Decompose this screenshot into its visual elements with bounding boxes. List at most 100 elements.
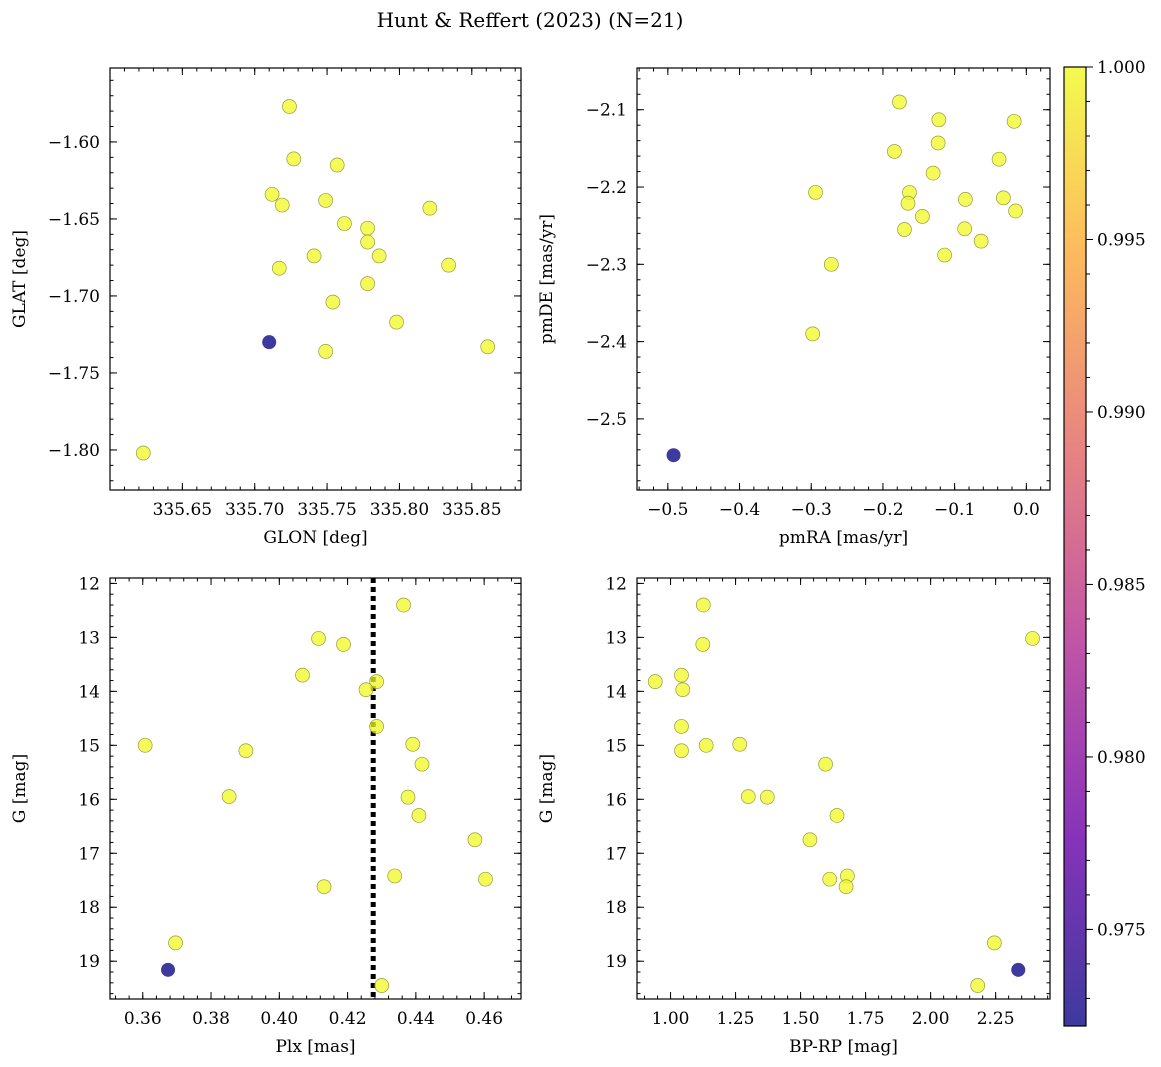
scatter-point [329,157,345,173]
x-tick-label: 1.25 [717,1009,755,1029]
scatter-point [422,200,438,216]
x-axis-label: BP-RP [mag] [789,1037,898,1057]
ticks [637,68,1050,490]
y-tick-label: 19 [605,952,627,972]
scatter-point [892,94,907,110]
y-axis-label: G [mag] [10,754,30,823]
colorbar-tick-label: 0.975 [1097,920,1146,940]
scatter-point [925,165,941,181]
scatter-point [137,737,153,753]
scatter-point [759,789,775,805]
scatter-point [389,314,404,330]
scatter-point [358,682,374,698]
x-tick-label: 1.50 [782,1009,820,1029]
y-tick-label: −1.65 [48,210,100,230]
y-tick-label: 16 [78,790,100,810]
colorbar-tick-label: 1.000 [1097,58,1146,78]
scatter-point [306,248,322,264]
scatter-point [295,667,310,683]
y-tick-label: −2.5 [586,410,627,430]
x-tick-label: 0.42 [329,1009,367,1029]
scatter-point [238,743,254,759]
scatter-point [931,112,947,128]
ticks [637,578,1050,999]
scatter-point [647,674,663,689]
scatter-point [318,344,333,359]
scatter-point [937,247,952,263]
scatter-points [647,597,1040,993]
scatter-point [973,233,989,249]
scatter-point [336,637,351,652]
scatter-point [1025,631,1040,646]
y-tick-label: 14 [605,682,627,702]
panel-bprp-g: 1.00 1.25 1.50 1.75 2.00 2.25 12 13 14 15 16 17 18 19… [537,574,1051,1057]
scatter-point [360,276,375,291]
scatter-point [311,631,326,646]
scatter-point [282,99,297,114]
scatter-point [996,190,1011,206]
scatter-point [369,719,384,734]
scatter-point [414,756,430,772]
y-tick-label: 13 [605,628,627,648]
x-tick-label: 335.70 [225,500,284,520]
y-tick-label: 13 [78,628,100,648]
scatter-point [371,248,387,264]
x-tick-label: 335.85 [442,500,501,520]
scatter-point [374,978,390,993]
scatter-point [337,216,352,231]
y-tick-label: 18 [78,898,100,918]
x-tick-label: −0.3 [791,500,832,520]
y-axis-label: pmDE [mas/yr] [537,214,557,344]
scatter-point [674,667,689,683]
scatter-point [467,832,483,848]
scatter-point [274,197,290,213]
ticks [110,578,521,999]
scatter-point [360,234,375,250]
y-tick-label: −2.2 [586,178,627,198]
y-axis-label: G [mag] [537,754,557,823]
scatter-point [698,737,714,753]
scatter-point [318,193,333,208]
x-tick-label: 0.38 [192,1009,230,1029]
scatter-point [958,192,973,207]
y-tick-label: 17 [605,844,627,864]
scatter-point [915,209,930,224]
panel-glon-glat: 335.65 335.70 335.75 335.80 335.85 −1.60 −1.65… [10,67,522,548]
x-tick-label: 2.00 [912,1009,950,1029]
x-tick-label: 1.00 [652,1009,690,1029]
scatter-point [480,339,496,355]
y-tick-label: −1.80 [48,441,100,461]
scatter-point [829,808,845,823]
scatter-point [695,597,711,613]
scatter-point [1011,962,1026,977]
colorbar-tick-label: 0.985 [1097,575,1146,595]
scatter-point [675,682,691,698]
x-tick-label: −0.2 [862,500,903,520]
scatter-point [991,151,1007,167]
scatter-point [441,257,456,273]
scatter-point [897,222,912,237]
scatter-point [802,832,818,848]
y-axis-label: GLAT [deg] [10,230,30,328]
x-tick-label: 0.36 [124,1009,162,1029]
scatter-point [986,935,1002,951]
colorbar-tick-label: 0.995 [1097,230,1146,250]
scatter-point [695,637,711,652]
scatter-point [674,743,689,759]
y-tick-label: 15 [78,736,100,756]
scatter-point [286,151,302,167]
y-tick-label: −2.4 [586,333,627,353]
y-tick-label: −2.1 [586,101,627,121]
ticks [109,68,521,490]
scatter-point [930,135,946,151]
scatter-point [838,879,854,895]
scatter-points [135,99,496,461]
y-tick-label: 15 [605,736,627,756]
x-tick-label: 335.65 [153,500,212,520]
y-tick-label: 12 [605,574,627,594]
x-tick-label: 335.80 [370,500,429,520]
scatter-point [396,597,411,613]
x-tick-label: 0.46 [465,1009,503,1029]
scatter-point [740,789,756,804]
